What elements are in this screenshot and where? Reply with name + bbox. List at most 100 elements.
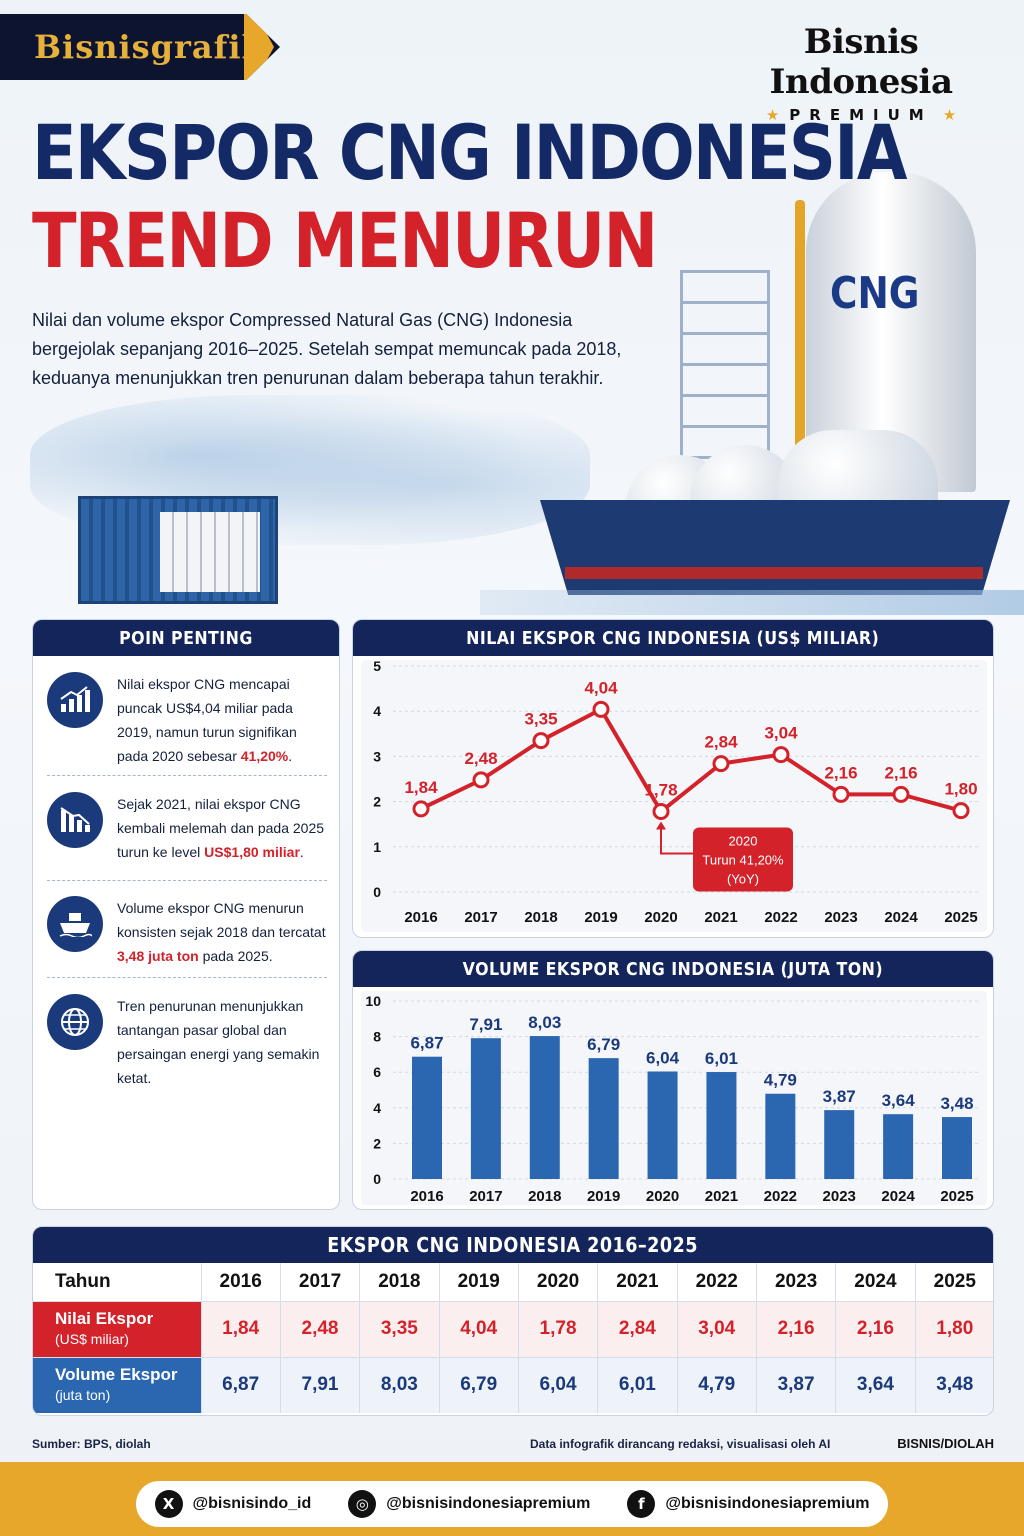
social-facebook-link[interactable]: f @bisnisindonesiapremium — [627, 1490, 869, 1518]
table-cell: 8,03 — [359, 1356, 440, 1413]
y-tick-label: 1 — [373, 839, 381, 855]
x-tick-label: 2019 — [584, 909, 617, 926]
x-tick-label: 2019 — [587, 1188, 620, 1205]
x-tick-label: 2018 — [528, 1188, 561, 1205]
data-label: 3,64 — [882, 1091, 916, 1110]
bar — [942, 1117, 972, 1179]
table-cell: 4,04 — [439, 1300, 519, 1357]
ship-icon — [47, 896, 103, 952]
chart-down-icon — [47, 792, 103, 848]
table-cell: 3,87 — [756, 1356, 837, 1413]
year-header: 2019 — [439, 1263, 519, 1301]
data-label: 3,35 — [524, 710, 557, 729]
chart-up-icon — [47, 672, 103, 728]
x-tick-label: 2025 — [940, 1188, 973, 1205]
data-label: 6,87 — [410, 1034, 443, 1053]
data-label: 8,03 — [528, 1013, 561, 1032]
x-tick-label: 2023 — [823, 1188, 856, 1205]
table-cell: 6,79 — [439, 1356, 519, 1413]
x-tick-label: 2020 — [644, 909, 677, 926]
table-cell: 1,78 — [518, 1300, 599, 1357]
y-tick-label: 2 — [373, 794, 381, 810]
bar — [824, 1110, 855, 1179]
y-tick-label: 8 — [373, 1029, 381, 1045]
poin-item: Sejak 2021, nilai ekspor CNG kembali mel… — [47, 792, 327, 864]
poin-item: Volume ekspor CNG menurun konsisten seja… — [47, 896, 327, 968]
bar-chart-panel: VOLUME EKSPOR CNG INDONESIA (JUTA TON) 0… — [352, 950, 994, 1210]
ship-band — [565, 567, 983, 579]
data-label: 2,48 — [464, 749, 497, 768]
table-cell: 2,16 — [756, 1300, 837, 1357]
poin-text: Tren penurunan menunjukkan tantangan pas… — [117, 998, 320, 1086]
bar — [588, 1058, 619, 1179]
year-header: 2024 — [835, 1263, 916, 1301]
x-tick-label: 2022 — [764, 909, 797, 926]
annotation-line2: Turun 41,20% — [702, 853, 784, 868]
table-cell: 4,79 — [677, 1356, 757, 1413]
water-illustration — [480, 590, 1024, 615]
data-label: 3,87 — [823, 1087, 856, 1106]
y-tick-label: 4 — [373, 1100, 381, 1116]
brand-tag: Bisnisgrafik — [0, 14, 280, 80]
data-label: 2,16 — [884, 763, 917, 782]
row-label-nilai: Nilai Ekspor (US$ miliar) — [33, 1300, 202, 1357]
credit-note: Data infografik dirancang redaksi, visua… — [530, 1437, 831, 1451]
line-chart-title: NILAI EKSPOR CNG INDONESIA (US$ MILIAR) — [353, 620, 993, 656]
table-cell: 6,04 — [518, 1356, 599, 1413]
bar-chart-title: VOLUME EKSPOR CNG INDONESIA (JUTA TON) — [353, 951, 993, 987]
table-title: EKSPOR CNG INDONESIA 2016–2025 — [33, 1227, 993, 1263]
data-table-panel: EKSPOR CNG INDONESIA 2016–2025 Tahun 201… — [32, 1226, 994, 1416]
table-cell: 3,04 — [677, 1300, 757, 1357]
poin-panel: POIN PENTING Nilai ekspor CNG mencapai p… — [32, 619, 340, 1210]
y-tick-label: 10 — [365, 993, 381, 1009]
row-label-volume: Volume Ekspor (juta ton) — [33, 1356, 202, 1413]
year-header: 2021 — [597, 1263, 678, 1301]
publisher-name: Bisnis Indonesia — [769, 22, 953, 102]
x-icon: X — [154, 1490, 183, 1518]
y-tick-label: 0 — [373, 884, 381, 900]
data-label: 6,01 — [705, 1049, 738, 1068]
data-point — [892, 785, 910, 803]
tank-label: CNG — [830, 268, 920, 319]
year-header: 2025 — [915, 1263, 993, 1301]
year-header: 2017 — [280, 1263, 361, 1301]
annotation-line3: (YoY) — [727, 872, 759, 887]
year-header: 2016 — [201, 1263, 281, 1301]
pipe-illustration — [795, 200, 805, 450]
x-tick-label: 2017 — [469, 1188, 502, 1205]
data-point — [712, 755, 730, 773]
data-label: 3,48 — [940, 1094, 973, 1113]
source-note: Sumber: BPS, diolah — [32, 1437, 151, 1451]
social-instagram-link[interactable]: ◎ @bisnisindonesiapremium — [348, 1490, 590, 1518]
data-label: 3,04 — [764, 724, 798, 743]
poin-title: POIN PENTING — [33, 620, 339, 656]
x-tick-label: 2016 — [404, 909, 437, 926]
bar — [706, 1072, 737, 1179]
data-label: 6,04 — [646, 1048, 680, 1067]
divider — [47, 775, 327, 776]
data-point — [832, 785, 850, 803]
bar — [470, 1038, 501, 1179]
line-chart: 0 1 2 3 4 5 2016 2017 2018 2019 2020 2021 2022 2023 20… — [361, 658, 987, 932]
data-point — [592, 700, 610, 718]
social-x-link[interactable]: X @bisnisindo_id — [154, 1490, 311, 1518]
table-cell: 6,87 — [201, 1356, 281, 1413]
gas-cylinders-illustration — [160, 512, 260, 592]
page-title: EKSPOR CNG INDONESIA — [32, 108, 907, 197]
publisher-sub: ★ PREMIUM ★ — [765, 106, 957, 124]
poin-text: Nilai ekspor CNG mencapai puncak US$4,04… — [117, 676, 297, 764]
data-label: 2,16 — [824, 763, 857, 782]
bar — [529, 1036, 560, 1179]
x-tick-label: 2023 — [824, 909, 857, 926]
y-tick-label: 2 — [373, 1135, 381, 1151]
data-point — [952, 802, 970, 820]
data-label: 6,79 — [587, 1035, 620, 1054]
y-tick-label: 6 — [373, 1064, 381, 1080]
poin-text: Sejak 2021, nilai ekspor CNG kembali mel… — [117, 796, 325, 860]
annotation-arrow — [660, 823, 693, 855]
annotation-box — [693, 827, 793, 892]
year-header: 2020 — [518, 1263, 599, 1301]
globe-icon — [47, 994, 103, 1050]
y-tick-label: 3 — [373, 748, 381, 764]
data-label: 7,91 — [469, 1015, 502, 1034]
